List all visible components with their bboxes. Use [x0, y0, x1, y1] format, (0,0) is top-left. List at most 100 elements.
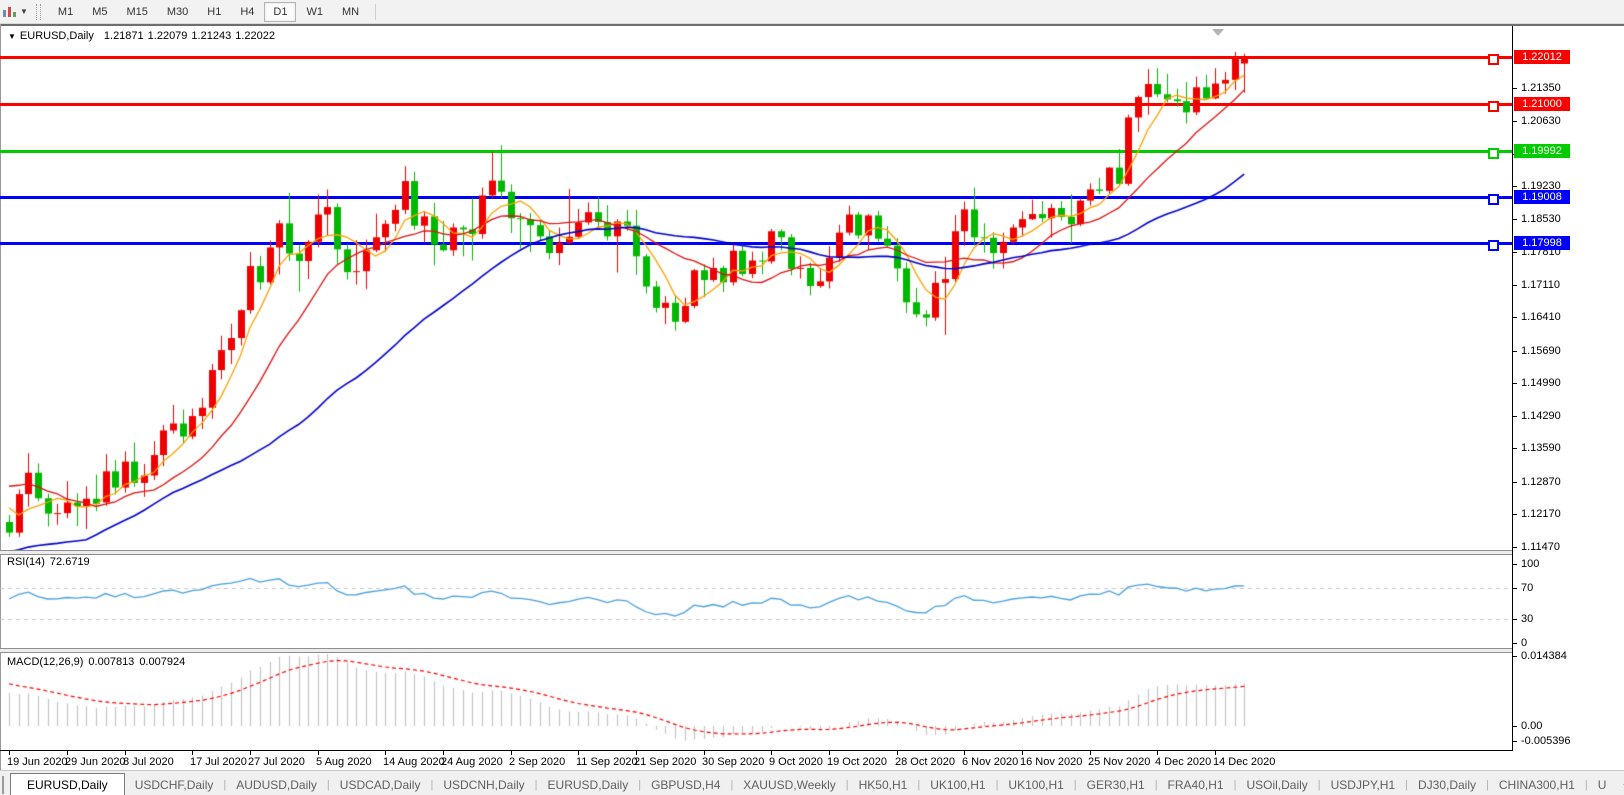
date-tick: [771, 751, 772, 755]
price-tick: [1513, 285, 1517, 286]
date-tick: [578, 751, 579, 755]
date-label: 19 Oct 2020: [827, 756, 887, 768]
tabbar-grip[interactable]: [2, 776, 4, 794]
price-tick: [1513, 121, 1517, 122]
timeframe-m15[interactable]: M15: [126, 5, 148, 18]
tab-audusd-daily[interactable]: AUDUSD,Daily: [236, 778, 317, 792]
tab-hk50-h1[interactable]: HK50,H1: [858, 778, 908, 792]
rsi-indicator-label: RSI(14) 72.6719: [7, 556, 90, 568]
tab-divider: |: [845, 779, 849, 791]
chevron-down-icon[interactable]: ▼: [20, 7, 28, 16]
tab-divider: |: [1233, 779, 1237, 791]
timeframe-w1[interactable]: W1: [306, 5, 323, 18]
date-tick: [964, 751, 965, 755]
timeframe-m1[interactable]: M1: [57, 5, 74, 18]
tab-divider: |: [430, 779, 434, 791]
macd-tick-label: 0.014384: [1521, 650, 1567, 662]
price-tick: [1513, 547, 1517, 548]
price-tick-label: 1.17110: [1521, 279, 1560, 291]
date-tick: [385, 751, 386, 755]
timeframe-m30[interactable]: M30: [166, 5, 189, 18]
date-label: 29 Jun 2020: [65, 756, 126, 768]
tab-divider: |: [1154, 779, 1158, 791]
timeframe-h4[interactable]: H4: [240, 5, 255, 18]
timeframe-m5[interactable]: M5: [92, 5, 108, 18]
price-tick-label: 1.20630: [1521, 115, 1561, 127]
tab-scroll-left-icon[interactable]: ◄: [1616, 775, 1624, 793]
price-tick-label: 1.13590: [1521, 442, 1561, 454]
date-tick: [318, 751, 319, 755]
tab-divider: |: [638, 779, 642, 791]
rsi-tick-label: 70: [1521, 582, 1534, 594]
date-tick: [1090, 751, 1091, 755]
price-tick: [1513, 448, 1517, 449]
price-axis[interactable]: [1512, 26, 1513, 750]
tab-scroll-arrows: ◄ ►: [1616, 771, 1624, 795]
price-tick-label: 1.12870: [1521, 476, 1561, 488]
tab-uk100-h1[interactable]: UK100,H1: [930, 778, 986, 792]
date-label: 30 Sep 2020: [702, 756, 765, 768]
timeframe-h1[interactable]: H1: [207, 5, 222, 18]
rsi-tick: [1513, 564, 1517, 565]
tab-usdchf-daily[interactable]: USDCHF,Daily: [134, 778, 214, 792]
timeframe-mn[interactable]: MN: [341, 5, 360, 18]
price-badge-support-lower: 1.17998: [1514, 236, 1570, 250]
price-tick: [1513, 482, 1517, 483]
chart-type-icon[interactable]: [2, 5, 18, 19]
tab-eurusd-daily[interactable]: EURUSD,Daily: [10, 773, 125, 795]
tab-usdjpy-h1[interactable]: USDJPY,H1: [1330, 778, 1396, 792]
tab-china300-h1[interactable]: CHINA300,H1: [1498, 778, 1575, 792]
rsi-tick: [1513, 643, 1517, 644]
tab-u[interactable]: U: [1597, 778, 1607, 792]
tab-usdcad-daily[interactable]: USDCAD,Daily: [339, 778, 421, 792]
tab-xauusd-weekly[interactable]: XAUUSD,Weekly: [743, 778, 836, 792]
date-tick: [636, 751, 637, 755]
date-label: 14 Aug 2020: [383, 756, 445, 768]
date-tick: [897, 751, 898, 755]
timeframe-d1[interactable]: D1: [264, 1, 297, 22]
chart-canvas[interactable]: [0, 24, 1513, 751]
tab-uk100-h1[interactable]: UK100,H1: [1008, 778, 1064, 792]
tab-divider: |: [995, 779, 999, 791]
panel-separator-macd[interactable]: [0, 648, 1512, 653]
toolbar-grip[interactable]: [35, 3, 41, 20]
tab-usoil-daily[interactable]: USOil,Daily: [1246, 778, 1308, 792]
symbol-period-label: EURUSD,Daily: [19, 30, 94, 42]
tab-ger30-h1[interactable]: GER30,H1: [1086, 778, 1145, 792]
ohlc-open: 1.21871: [103, 30, 144, 42]
price-tick-label: 1.14990: [1521, 377, 1561, 389]
chart-bottom-border: [0, 750, 1513, 751]
toolbar-separator: [375, 3, 377, 20]
chart-tab-bar: EURUSD,Daily USDCHF,Daily | AUDUSD,Daily | US…: [0, 770, 1624, 795]
rsi-tick-label: 0: [1521, 637, 1528, 649]
tab-usdcnh-daily[interactable]: USDCNH,Daily: [443, 778, 525, 792]
price-tick: [1513, 317, 1517, 318]
macd-indicator-label: MACD(12,26,9) 0.007813 0.007924: [7, 656, 186, 668]
price-tick: [1513, 88, 1517, 89]
date-tick: [250, 751, 251, 755]
ohlc-close: 1.22022: [235, 30, 275, 42]
price-tick: [1513, 514, 1517, 515]
panel-separator-rsi[interactable]: [0, 550, 1512, 555]
date-label: 9 Oct 2020: [769, 756, 823, 768]
date-label: 28 Oct 2020: [895, 756, 955, 768]
title-collapse-icon[interactable]: ▼: [8, 32, 16, 41]
tab-divider: |: [534, 779, 538, 791]
date-label: 2 Sep 2020: [509, 756, 566, 768]
date-label: 6 Nov 2020: [962, 756, 1019, 768]
price-badge-pivot-green: 1.19992: [1514, 144, 1570, 158]
tab-dj30-daily[interactable]: DJ30,Daily: [1417, 778, 1477, 792]
price-tick: [1513, 383, 1517, 384]
price-badge-support-upper: 1.19008: [1514, 190, 1570, 204]
date-tick: [704, 751, 705, 755]
date-tick: [829, 751, 830, 755]
tab-fra40-h1[interactable]: FRA40,H1: [1167, 778, 1224, 792]
price-tick-label: 1.12170: [1521, 508, 1561, 520]
chart-shift-marker[interactable]: [1212, 29, 1224, 36]
tab-gbpusd-h4[interactable]: GBPUSD,H4: [651, 778, 721, 792]
date-label: 4 Dec 2020: [1155, 756, 1212, 768]
price-badge-resistance-lower: 1.21000: [1514, 97, 1570, 111]
macd-tick: [1513, 726, 1517, 727]
tab-eurusd-daily[interactable]: EURUSD,Daily: [547, 778, 629, 792]
